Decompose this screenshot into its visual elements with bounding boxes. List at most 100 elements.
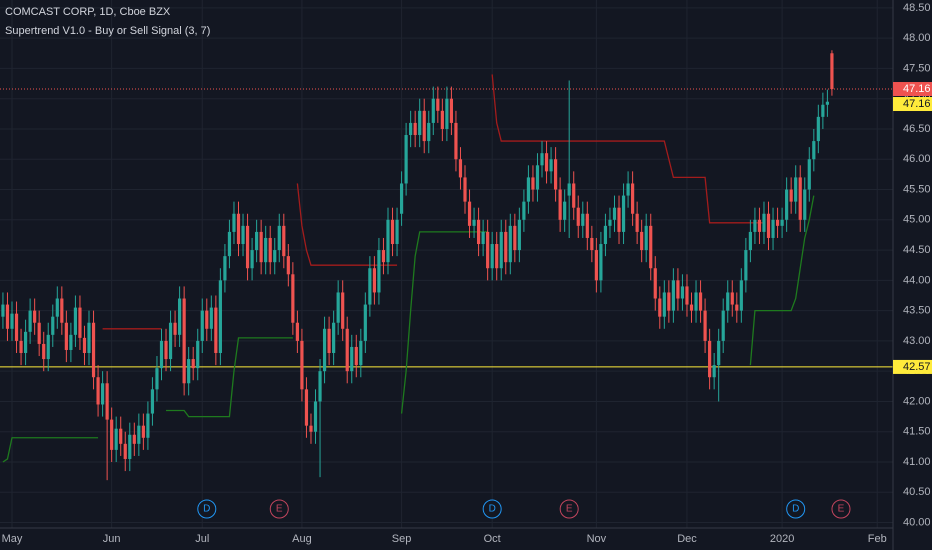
candle-body [23, 331, 28, 354]
candle-body [5, 304, 10, 329]
event-marker [831, 499, 851, 519]
candle-body [363, 304, 367, 341]
level-label: 47.16 [903, 83, 931, 95]
candle-body [667, 292, 671, 311]
candle-body [594, 250, 598, 281]
candle-body [110, 419, 114, 450]
candle-body [37, 322, 41, 344]
candle-body [336, 292, 340, 323]
candle-body [51, 316, 55, 335]
x-tick-label: Feb [868, 533, 887, 545]
candle-body [540, 153, 544, 166]
x-tick-label: May [2, 533, 23, 545]
candle-body [123, 443, 127, 459]
chart-title: COMCAST CORP, 1D, Cboe BZX [5, 6, 171, 18]
candle-body [599, 244, 603, 281]
x-tick-label: Jun [103, 533, 121, 545]
candle-body [739, 280, 743, 311]
candle-body [612, 207, 617, 220]
time-axis-panel [0, 528, 893, 550]
candle-body [798, 177, 802, 220]
x-tick-label: Sep [392, 533, 412, 545]
candle-body [735, 304, 739, 311]
candle-body [554, 159, 558, 190]
y-tick-label: 45.00 [903, 214, 931, 226]
candle-body [703, 310, 707, 341]
candle-body [236, 213, 241, 245]
candle-body [409, 122, 413, 136]
candle-body [572, 183, 576, 208]
candle-body [119, 428, 123, 444]
candle-body [508, 225, 512, 263]
candle-body [318, 371, 322, 402]
candle-body [255, 231, 259, 251]
event-marker [559, 499, 579, 519]
candle-body [762, 213, 766, 232]
x-tick-label: 2020 [770, 533, 794, 545]
candle-body [526, 177, 531, 202]
candle-body [748, 231, 752, 251]
event-marker [269, 499, 289, 519]
y-tick-label: 48.50 [903, 2, 931, 14]
candle-body [60, 298, 64, 323]
candle-body [422, 110, 426, 142]
candle-body [576, 207, 580, 226]
candle-body [313, 401, 318, 432]
candle-body [69, 334, 73, 350]
candle-body [504, 231, 508, 263]
candle-body [105, 383, 109, 420]
candle-body [535, 165, 540, 190]
candle-body [821, 104, 825, 117]
candle-body [205, 310, 209, 329]
candle-body [685, 286, 689, 305]
candle-body [273, 250, 277, 263]
candle-body [590, 237, 594, 251]
candle-body [128, 434, 132, 459]
candle-body [300, 340, 304, 390]
candle-body [689, 304, 694, 311]
candle-body [73, 307, 78, 335]
candle-body [816, 116, 820, 142]
candle-body [549, 159, 553, 172]
y-tick-label: 45.50 [903, 183, 931, 195]
candle-body [676, 280, 680, 299]
candle-body [721, 310, 725, 341]
candle-body [259, 231, 263, 263]
candle-body [223, 256, 227, 281]
y-tick-label: 40.00 [903, 516, 931, 528]
candle-body [291, 274, 295, 323]
candle-body [10, 313, 14, 329]
candle-body [245, 225, 250, 269]
candle-body [19, 340, 23, 354]
candle-body [513, 225, 517, 251]
candle-body [82, 337, 87, 354]
x-tick-label: Dec [677, 533, 697, 545]
candle-body [390, 219, 395, 245]
candle-body [1, 304, 5, 317]
candle-body [91, 322, 96, 378]
candle-body [698, 292, 703, 311]
candle-body [286, 256, 290, 275]
x-tick-label: Jul [195, 533, 209, 545]
y-tick-label: 46.50 [903, 123, 931, 135]
candle-body [395, 219, 399, 245]
candle-body [771, 219, 775, 238]
candle-body [322, 328, 327, 372]
candle-body [381, 250, 386, 263]
candle-body [649, 225, 653, 269]
candle-body [427, 122, 431, 142]
candle-body [377, 250, 381, 293]
candle-body [277, 225, 281, 251]
y-tick-label: 48.00 [903, 32, 931, 44]
candle-body [445, 98, 449, 129]
candle-body [404, 135, 408, 184]
candle-body [803, 189, 807, 220]
candle-body [467, 201, 472, 226]
candle-body [141, 425, 145, 438]
candle-body [766, 213, 771, 238]
candle-body [454, 122, 458, 160]
candle-body [282, 225, 286, 257]
candle-body [544, 153, 549, 172]
